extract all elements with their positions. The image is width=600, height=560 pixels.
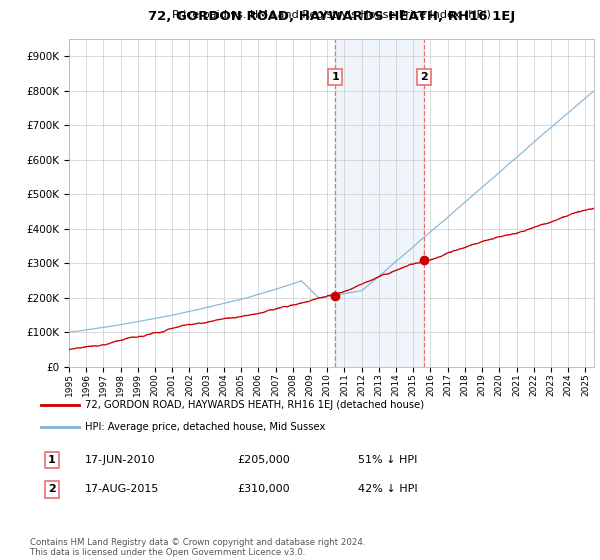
Text: 1: 1	[48, 455, 56, 465]
Text: Price paid vs. HM Land Registry's House Price Index (HPI): Price paid vs. HM Land Registry's House …	[172, 10, 491, 20]
Text: 1: 1	[331, 72, 339, 82]
Text: 2: 2	[420, 72, 428, 82]
Text: 42% ↓ HPI: 42% ↓ HPI	[358, 484, 417, 494]
Text: HPI: Average price, detached house, Mid Sussex: HPI: Average price, detached house, Mid …	[85, 422, 325, 432]
Text: 51% ↓ HPI: 51% ↓ HPI	[358, 455, 417, 465]
Text: £310,000: £310,000	[238, 484, 290, 494]
Text: 72, GORDON ROAD, HAYWARDS HEATH, RH16 1EJ (detached house): 72, GORDON ROAD, HAYWARDS HEATH, RH16 1E…	[85, 400, 424, 410]
Text: 2: 2	[48, 484, 56, 494]
Text: 17-AUG-2015: 17-AUG-2015	[85, 484, 159, 494]
Text: 17-JUN-2010: 17-JUN-2010	[85, 455, 155, 465]
Bar	[335, 39, 424, 367]
Title: 72, GORDON ROAD, HAYWARDS HEATH, RH16 1EJ: 72, GORDON ROAD, HAYWARDS HEATH, RH16 1E…	[148, 10, 515, 23]
Text: £205,000: £205,000	[238, 455, 290, 465]
Text: Contains HM Land Registry data © Crown copyright and database right 2024.
This d: Contains HM Land Registry data © Crown c…	[30, 538, 365, 557]
